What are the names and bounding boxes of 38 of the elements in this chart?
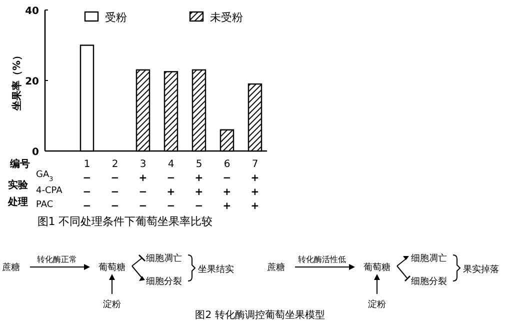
x-tick-label: 4 (168, 159, 174, 170)
text: 编号 (9, 158, 30, 170)
x-tick-label: 6 (224, 159, 230, 170)
y-axis-title: 坐果率（%） (11, 50, 23, 112)
legend-label: 未受粉 (210, 11, 243, 24)
text: 图1 不同处理条件下葡萄坐果率比较 (37, 215, 213, 228)
text: 果实掉落 (463, 264, 499, 275)
text: 处理 (7, 196, 28, 208)
x-tick-label: 3 (140, 159, 146, 170)
text: 细胞凋亡 (411, 253, 447, 264)
x-tick-label: 7 (252, 159, 258, 170)
text: − − − − − + + (82, 201, 260, 212)
x-tick-label: 2 (112, 159, 118, 170)
x-tick-label: 5 (196, 159, 202, 170)
text: 坐果结实 (198, 264, 234, 275)
text: PAC (36, 200, 54, 210)
y-tick-label: 20 (25, 76, 40, 88)
legend-label: 受粉 (105, 11, 127, 24)
text: 淀粉 (368, 299, 386, 310)
text: 实验 (8, 179, 29, 191)
text: − − − + + + + (82, 187, 260, 198)
text: 淀粉 (103, 299, 121, 310)
x-tick-label: 1 (84, 159, 90, 170)
y-tick-label: 0 (32, 147, 40, 158)
text: 细胞分裂 (411, 276, 447, 287)
text: 4-CPA (36, 186, 64, 196)
text: − − + − + − + (82, 173, 260, 184)
text: GA$_{3}$ (36, 170, 54, 182)
text: 蔗糖 (2, 262, 20, 273)
text: 葡萄糖 (364, 262, 390, 273)
y-tick-label: 40 (25, 6, 40, 17)
text: 细胞分裂 (146, 276, 182, 287)
text: 图2 转化酶调控葡萄坐果模型 (195, 309, 325, 321)
text: 转化酶活性低 (298, 255, 346, 264)
text: 转化酶正常 (37, 255, 77, 264)
text: 蔗糖 (267, 262, 285, 273)
text: 葡萄糖 (98, 262, 126, 273)
text: 细胞凋亡 (146, 253, 182, 264)
